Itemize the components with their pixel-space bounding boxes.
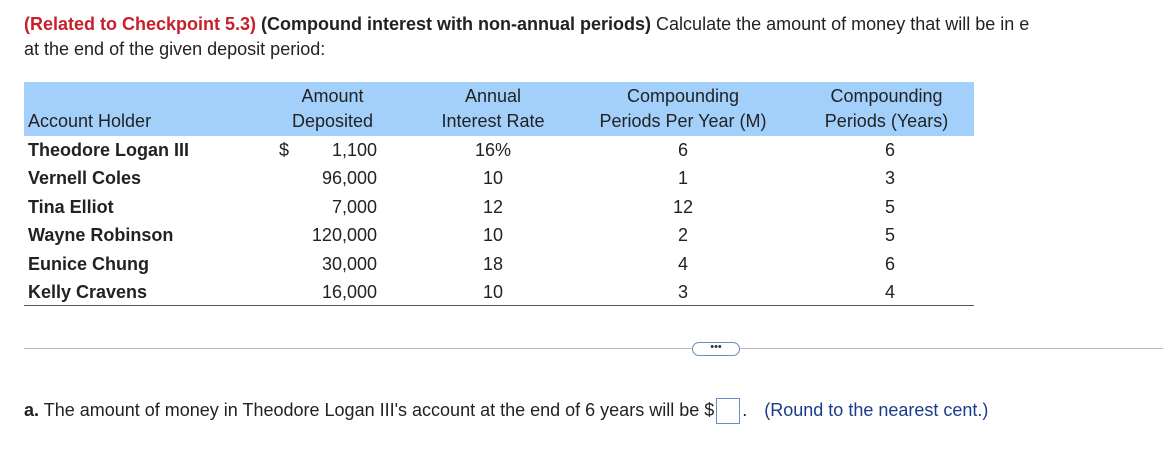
column-header: Annual Interest Rate xyxy=(419,82,567,134)
column-header: Account Holder xyxy=(28,82,258,134)
periods-per-year: 4 xyxy=(677,253,688,274)
expand-button[interactable]: ••• xyxy=(692,342,740,356)
interest-rate: 10 xyxy=(482,225,504,246)
amount-deposited: 30,000 xyxy=(321,253,377,274)
separator xyxy=(24,348,1163,349)
column-header: Amount Deposited xyxy=(260,82,405,134)
periods-per-year: 12 xyxy=(672,196,694,217)
account-holder: Tina Elliot xyxy=(28,196,114,217)
question: a. The amount of money in Theodore Logan… xyxy=(24,398,989,425)
years: 3 xyxy=(884,168,895,189)
interest-rate: 10 xyxy=(482,282,504,302)
periods-per-year: 1 xyxy=(677,168,688,189)
years: 6 xyxy=(884,140,895,160)
years: 5 xyxy=(884,196,895,217)
instructions-2: at the end of the given deposit period: xyxy=(24,39,326,59)
periods-per-year: 2 xyxy=(677,225,688,246)
account-holder: Wayne Robinson xyxy=(28,225,174,246)
column-header: Compounding Periods (Years) xyxy=(799,82,974,134)
amount-deposited: 1,100 xyxy=(331,140,377,160)
header-line: Compounding xyxy=(626,86,740,106)
years: 6 xyxy=(884,253,895,274)
column-header: Compounding Periods Per Year (M) xyxy=(577,82,789,134)
topic: (Compound interest with non-annual perio… xyxy=(261,14,652,34)
account-holder: Vernell Coles xyxy=(28,168,142,189)
interest-rate: 12 xyxy=(482,196,504,217)
header-line: Compounding xyxy=(830,86,943,106)
periods-per-year: 3 xyxy=(677,282,688,302)
question-label: a. xyxy=(24,400,40,420)
problem-header: (Related to Checkpoint 5.3) (Compound in… xyxy=(24,12,1163,62)
header-line: Deposited xyxy=(291,111,374,131)
account-holder: Theodore Logan III xyxy=(28,140,189,160)
hint: (Round to the nearest cent.) xyxy=(764,400,989,420)
amount-deposited: 16,000 xyxy=(321,282,377,302)
header-line: Periods Per Year (M) xyxy=(599,111,767,131)
header-line: Periods (Years) xyxy=(824,111,949,131)
years: 4 xyxy=(884,282,895,302)
header-line: Amount xyxy=(301,86,364,106)
interest-rate: 16% xyxy=(474,140,512,160)
amount-deposited: 7,000 xyxy=(331,196,377,217)
table-header: Account Holder Amount Deposited Annual Inter… xyxy=(24,82,974,136)
currency: $ xyxy=(279,140,290,160)
years: 5 xyxy=(884,225,895,246)
answer-input[interactable] xyxy=(716,398,741,425)
account-holder: Kelly Cravens xyxy=(28,282,148,302)
table-rule xyxy=(24,305,974,306)
amount-deposited: 120,000 xyxy=(311,225,377,246)
interest-rate: 18 xyxy=(482,253,504,274)
amount-deposited: 96,000 xyxy=(321,168,377,189)
question-suffix: . xyxy=(742,400,748,420)
header-line: Account Holder xyxy=(28,111,152,131)
periods-per-year: 6 xyxy=(677,140,688,160)
header-line: Interest Rate xyxy=(441,111,545,131)
header-line: Annual xyxy=(464,86,522,106)
interest-rate: 10 xyxy=(482,168,504,189)
instructions: Calculate the amount of money that will … xyxy=(656,14,1030,34)
account-holder: Eunice Chung xyxy=(28,253,149,274)
reference: (Related to Checkpoint 5.3) xyxy=(24,14,257,34)
question-text: The amount of money in Theodore Logan II… xyxy=(43,400,715,420)
